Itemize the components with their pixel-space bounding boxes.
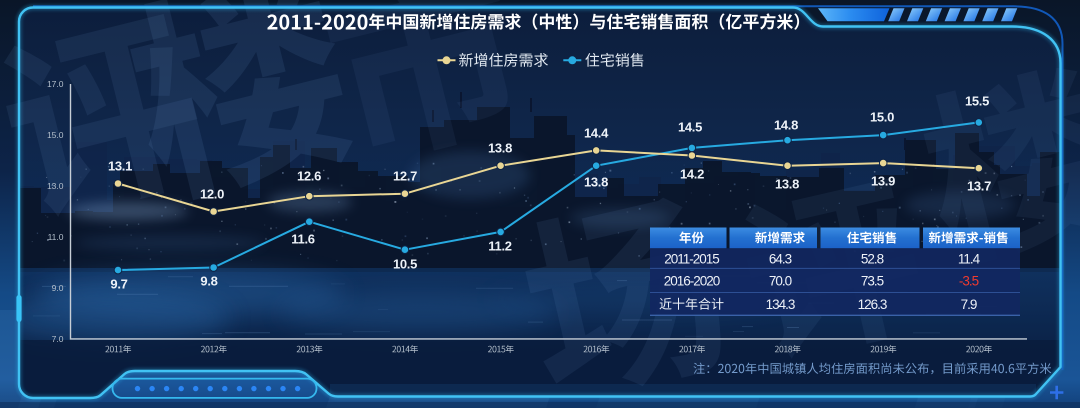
svg-text:14.4: 14.4: [584, 126, 609, 141]
svg-text:7.0: 7.0: [52, 334, 64, 344]
svg-text:13.8: 13.8: [488, 141, 512, 156]
svg-text:2011-2015: 2011-2015: [664, 251, 719, 266]
svg-text:9.8: 9.8: [200, 274, 217, 289]
svg-text:7.9: 7.9: [961, 297, 977, 312]
svg-text:2016-2020: 2016-2020: [664, 274, 720, 289]
svg-text:52.8: 52.8: [861, 251, 884, 266]
svg-text:13.8: 13.8: [775, 177, 799, 192]
svg-text:13.1: 13.1: [108, 159, 132, 174]
svg-text:15.0: 15.0: [870, 110, 894, 125]
svg-text:134.3: 134.3: [766, 297, 795, 312]
svg-text:14.5: 14.5: [678, 120, 702, 135]
svg-text:73.5: 73.5: [861, 274, 884, 289]
svg-text:11.2: 11.2: [488, 239, 511, 254]
svg-text:13.0: 13.0: [47, 181, 64, 191]
svg-text:17.0: 17.0: [47, 79, 64, 89]
svg-text:14.8: 14.8: [774, 118, 798, 133]
svg-text:10.5: 10.5: [393, 257, 417, 272]
svg-text:11.0: 11.0: [48, 232, 64, 242]
svg-text:12.7: 12.7: [393, 169, 417, 184]
svg-text:11.4: 11.4: [958, 251, 981, 266]
svg-text:12.6: 12.6: [297, 169, 321, 184]
svg-text:9.0: 9.0: [52, 283, 64, 293]
svg-text:64.3: 64.3: [769, 251, 792, 266]
svg-text:13.9: 13.9: [871, 174, 895, 189]
svg-text:126.3: 126.3: [858, 297, 887, 312]
svg-text:14.2: 14.2: [680, 167, 704, 182]
svg-text:9.7: 9.7: [110, 277, 127, 292]
svg-text:15.5: 15.5: [965, 94, 989, 109]
svg-text:11.6: 11.6: [291, 232, 314, 247]
svg-text:12.0: 12.0: [200, 187, 224, 202]
svg-text:-3.5: -3.5: [959, 274, 979, 289]
svg-text:13.7: 13.7: [967, 179, 991, 194]
svg-text:15.0: 15.0: [47, 130, 64, 140]
svg-text:13.8: 13.8: [584, 175, 608, 190]
svg-text:70.0: 70.0: [769, 274, 792, 289]
